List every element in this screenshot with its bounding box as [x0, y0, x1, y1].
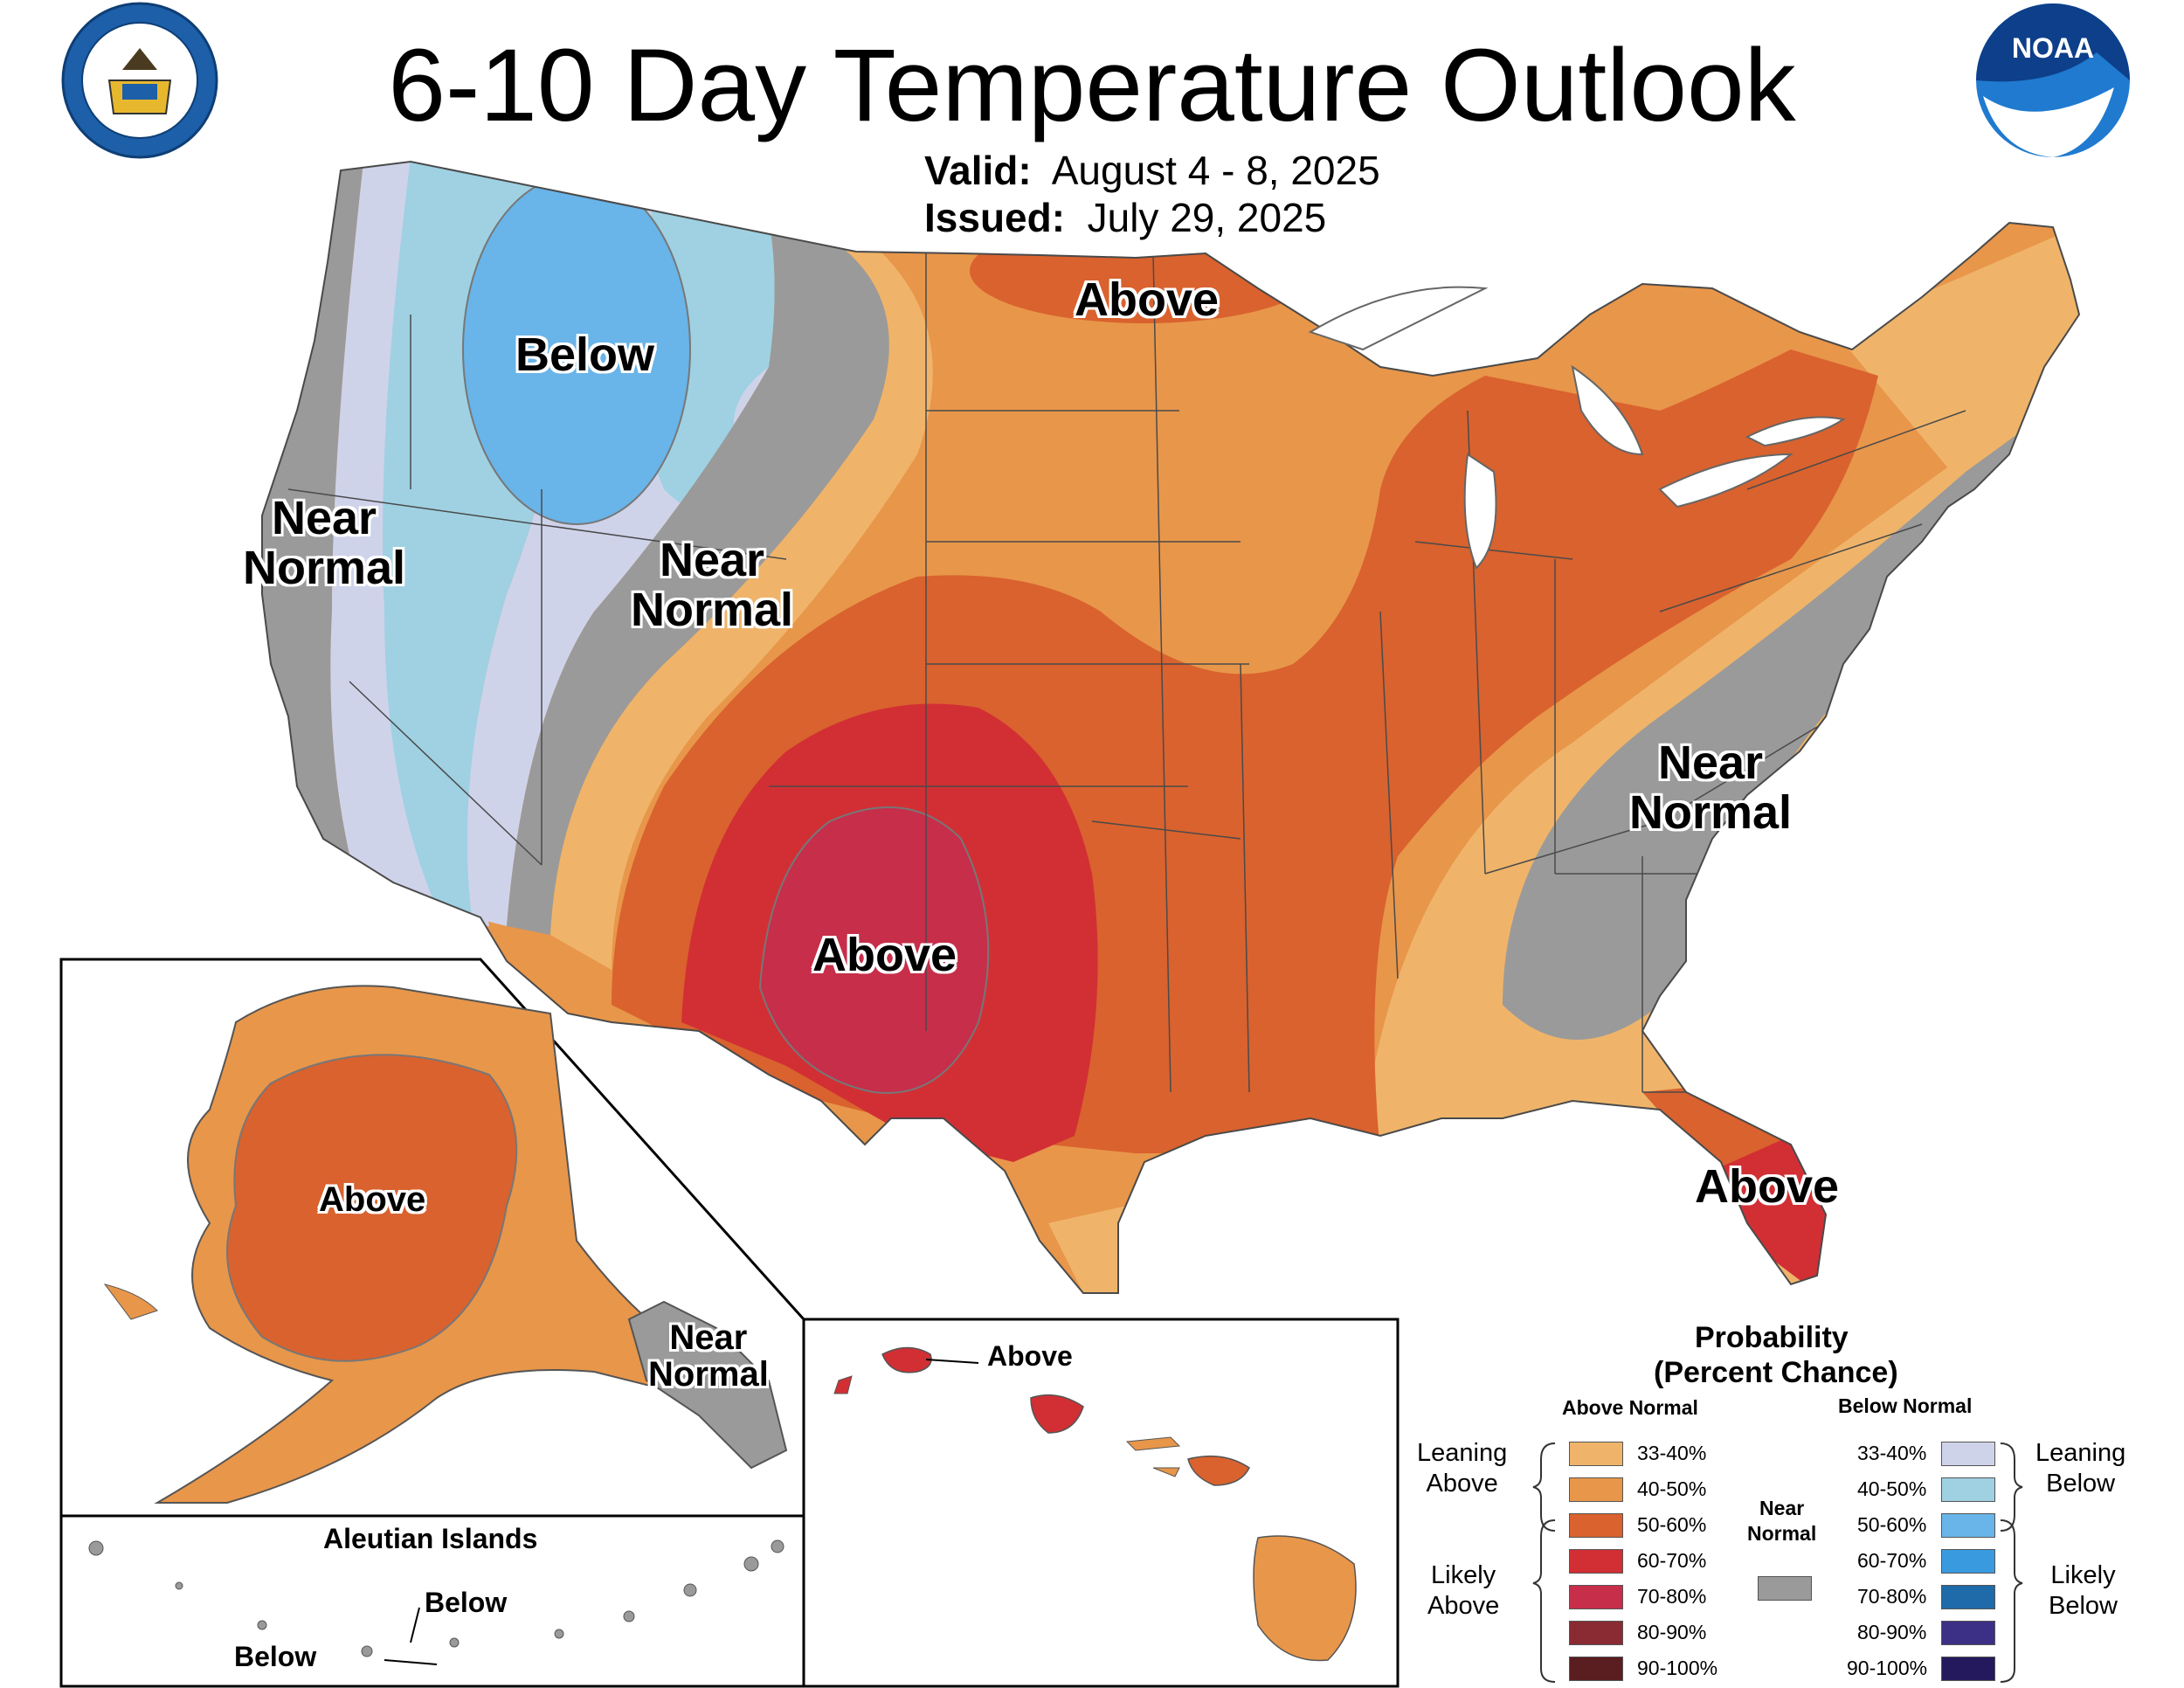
legend-above-header: Above Normal	[1562, 1396, 1698, 1419]
label-above-alaska: Above	[319, 1180, 426, 1219]
label-near-normal-mid: Near Normal	[631, 536, 793, 634]
label-near-normal-alaska-1: Near	[669, 1318, 748, 1357]
legend-range-above-3: 60-70%	[1637, 1549, 1707, 1572]
great-lakes	[1308, 286, 1846, 570]
legend-swatch-below-2	[1941, 1513, 1995, 1538]
svg-text:NOAA: NOAA	[2012, 32, 2094, 64]
legend-title-1: Probability	[1695, 1321, 1849, 1354]
legend-leaning-above-1: Leaning	[1417, 1439, 1508, 1467]
legend-range-below-3: 60-70%	[1857, 1549, 1927, 1572]
issued-date: Issued: July 29, 2025	[924, 194, 1326, 241]
legend-range-below-1: 40-50%	[1857, 1477, 1927, 1500]
legend-range-above-1: 40-50%	[1637, 1477, 1707, 1500]
aleutian-inset	[59, 1514, 805, 1688]
hawaii-inset	[802, 1318, 1400, 1688]
issued-label: Issued:	[924, 195, 1066, 240]
legend-leaning-below-2: Below	[2046, 1469, 2116, 1498]
legend-swatch-above-6	[1569, 1657, 1623, 1681]
issued-value: July 29, 2025	[1087, 195, 1327, 240]
legend-near-normal-header: Near Normal	[1747, 1496, 1816, 1546]
label-near-normal-mid-1: Near	[659, 534, 765, 586]
label-aleutian-title: Aleutian Islands	[323, 1523, 538, 1554]
legend-likely-below-2: Below	[2049, 1591, 2118, 1620]
legend-near-header-1: Near	[1759, 1497, 1805, 1519]
legend-near-header-2: Normal	[1747, 1521, 1817, 1545]
label-near-normal-east-1: Near	[1657, 737, 1764, 789]
legend-swatch-above-0	[1569, 1442, 1623, 1466]
legend-leaning-above: Leaning Above	[1417, 1438, 1507, 1499]
label-near-normal-west-2: Normal	[243, 541, 406, 594]
legend-likely-above-2: Above	[1427, 1591, 1500, 1620]
legend-swatch-below-0	[1941, 1442, 1995, 1466]
department-of-commerce-seal	[61, 2, 218, 159]
legend-swatch-above-1	[1569, 1477, 1623, 1502]
legend-range-above-0: 33-40%	[1637, 1442, 1707, 1464]
legend-swatch-above-5	[1569, 1621, 1623, 1645]
conus-outline	[261, 160, 2081, 1294]
legend-likely-above-1: Likely	[1431, 1561, 1496, 1589]
legend-likely-below: Likely Below	[2049, 1560, 2118, 1622]
label-hawaii-above: Above	[987, 1340, 1073, 1372]
label-near-normal-east: Near Normal	[1629, 738, 1792, 837]
legend-range-above-2: 50-60%	[1637, 1513, 1707, 1536]
legend-below-header: Below Normal	[1838, 1394, 1973, 1417]
label-near-normal-west-1: Near	[271, 492, 377, 544]
legend-swatch-below-6	[1941, 1657, 1995, 1681]
legend-range-above-4: 70-80%	[1637, 1585, 1707, 1608]
legend-range-below-6: 90-100%	[1847, 1657, 1928, 1679]
label-above-southwest: Above	[812, 929, 957, 981]
legend-swatch-above-2	[1569, 1513, 1623, 1538]
legend-swatch-below-1	[1941, 1477, 1995, 1502]
noaa-logo: NOAA	[1976, 3, 2130, 157]
label-below-northwest: Below	[515, 329, 655, 381]
label-above-north: Above	[1075, 273, 1220, 326]
legend-range-below-2: 50-60%	[1857, 1513, 1927, 1536]
legend-title-2: (Percent Chance)	[1654, 1356, 1898, 1389]
legend-swatch-above-3	[1569, 1549, 1623, 1574]
legend-leaning-below: Leaning Below	[2035, 1438, 2125, 1499]
label-near-normal-alaska-2: Normal	[648, 1355, 769, 1394]
legend-swatch-below-4	[1941, 1585, 1995, 1609]
label-aleutian-below-2: Below	[234, 1641, 317, 1672]
legend-leaning-above-2: Above	[1426, 1469, 1498, 1498]
legend-swatch-below-5	[1941, 1621, 1995, 1645]
legend-swatch-near-normal	[1758, 1576, 1812, 1601]
label-near-normal-east-2: Normal	[1629, 785, 1793, 839]
valid-date: Valid: August 4 - 8, 2025	[924, 147, 1380, 194]
legend-likely-above: Likely Above	[1427, 1560, 1499, 1622]
map-title: 6-10 Day Temperature Outlook	[388, 28, 1796, 143]
legend-range-above-5: 80-90%	[1637, 1621, 1707, 1643]
legend-range-below-0: 33-40%	[1857, 1442, 1927, 1464]
label-near-normal-mid-2: Normal	[631, 583, 794, 636]
legend-range-below-5: 80-90%	[1857, 1621, 1927, 1643]
valid-value: August 4 - 8, 2025	[1051, 148, 1380, 193]
legend-swatch-above-4	[1569, 1585, 1623, 1609]
legend-leaning-below-1: Leaning	[2035, 1439, 2126, 1467]
legend-braces	[1532, 1442, 2023, 1683]
legend-range-above-6: 90-100%	[1637, 1657, 1718, 1679]
label-near-normal-alaska: Near Normal	[648, 1319, 769, 1393]
valid-label: Valid:	[924, 148, 1032, 193]
legend-range-below-4: 70-80%	[1857, 1585, 1927, 1608]
alaska-inset	[59, 958, 805, 1518]
legend-likely-below-1: Likely	[2050, 1561, 2116, 1589]
label-above-florida: Above	[1695, 1160, 1840, 1213]
legend-swatch-below-3	[1941, 1549, 1995, 1574]
label-near-normal-west: Near Normal	[243, 494, 405, 592]
label-aleutian-below-1: Below	[425, 1587, 508, 1618]
